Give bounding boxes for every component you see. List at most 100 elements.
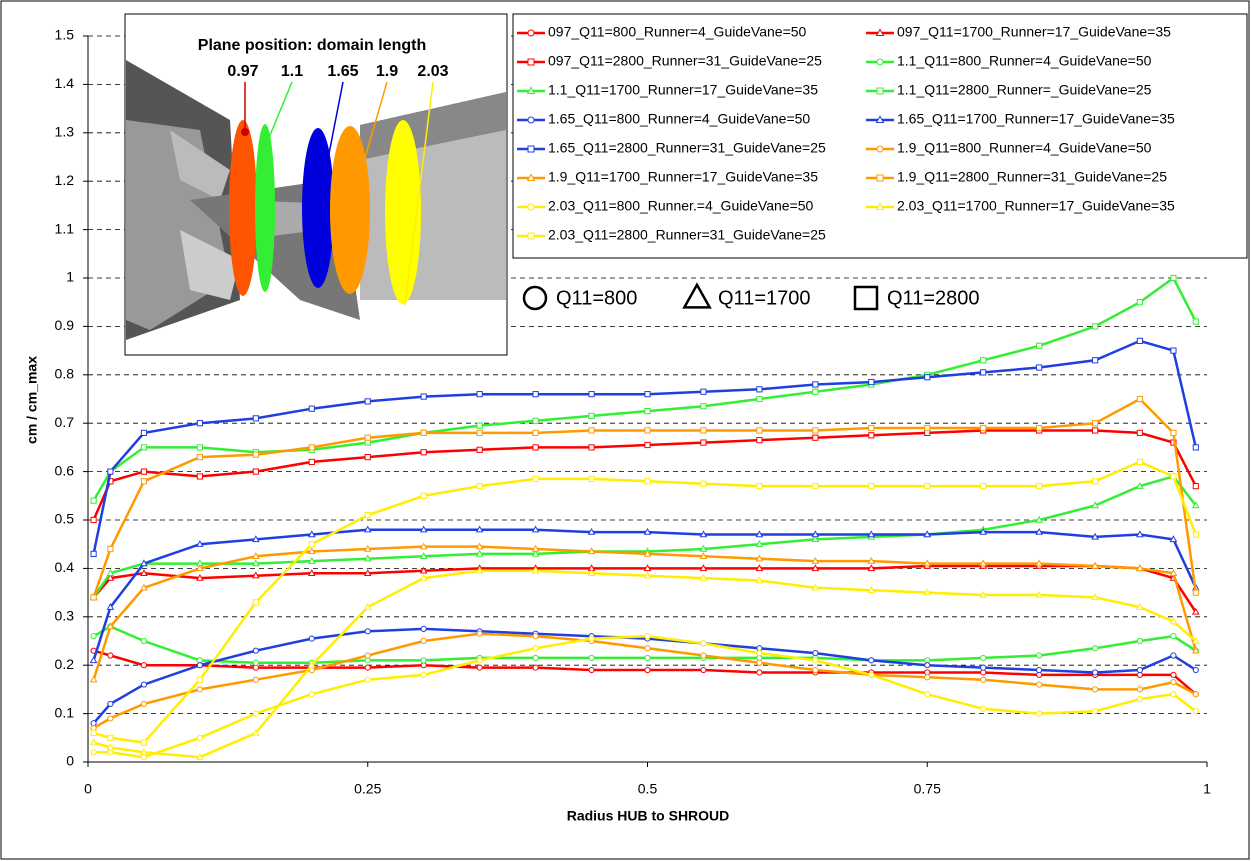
legend-label: 2.03_Q11=800_Runner.=4_GuideVane=50 [548,198,814,214]
y-tick-label: 1 [66,269,74,285]
y-tick-label: 0.4 [55,559,75,575]
marker [533,634,538,639]
y-tick-label: 0.7 [55,414,75,430]
x-axis-title: Radius HUB to SHROUD [567,808,730,824]
marker [141,430,146,435]
marker [1171,474,1176,479]
marker [197,663,202,668]
marker [477,423,482,428]
marker [757,670,762,675]
y-tick-label: 0.9 [55,317,75,333]
marker [1037,343,1042,348]
marker [1137,687,1142,692]
marker [421,638,426,643]
marker [645,442,650,447]
marker [197,445,202,450]
marker [141,740,146,745]
marker [533,445,538,450]
marker [589,392,594,397]
y-tick-label: 0.5 [55,511,75,527]
marker [1171,348,1176,353]
marker [421,658,426,663]
legend-label: 1.1_Q11=800_Runner=4_GuideVane=50 [897,53,1152,69]
marker [108,469,113,474]
legend-label: 1.65_Q11=1700_Runner=17_GuideVane=35 [897,111,1175,127]
marker [365,653,370,658]
marker [108,653,113,658]
marker [813,382,818,387]
marker [365,454,370,459]
marker [1093,646,1098,651]
marker [1193,590,1198,595]
marker [589,655,594,660]
marker [1093,358,1098,363]
marker [1171,634,1176,639]
marker [365,665,370,670]
marker [1093,670,1098,675]
marker [645,409,650,414]
marker [645,655,650,660]
marker [309,542,314,547]
marker [701,428,706,433]
marker [701,653,706,658]
y-tick-label: 1.3 [55,124,75,140]
y-tick-label: 1.2 [55,172,75,188]
marker [813,389,818,394]
marker [925,663,930,668]
marker [757,396,762,401]
y-tick-label: 0.8 [55,366,75,382]
y-tick-label: 1.1 [55,220,75,236]
marker [589,476,594,481]
marker [108,735,113,740]
marker [253,660,258,665]
marker [877,175,883,181]
marker [813,428,818,433]
x-tick-label: 0 [84,781,92,797]
y-tick-label: 0 [66,753,74,769]
marker [981,370,986,375]
marker [533,646,538,651]
marker [91,634,96,639]
marker [108,701,113,706]
marker [757,651,762,656]
marker [421,672,426,677]
marker [1093,421,1098,426]
marker [981,655,986,660]
marker [91,730,96,735]
marker [925,425,930,430]
marker [365,435,370,440]
inset-label: 0.97 [227,63,258,80]
marker [309,445,314,450]
marker [877,59,883,65]
marker [589,428,594,433]
marker [477,665,482,670]
marker [645,392,650,397]
marker [855,287,877,309]
marker [91,595,96,600]
marker [925,675,930,680]
marker [477,392,482,397]
marker [108,716,113,721]
marker [91,498,96,503]
marker [91,551,96,556]
marker [869,658,874,663]
marker [1193,484,1198,489]
marker [421,450,426,455]
marker [869,433,874,438]
marker [701,389,706,394]
marker [1137,696,1142,701]
marker [309,692,314,697]
marker [1093,324,1098,329]
marker [813,667,818,672]
marker [421,626,426,631]
marker [757,387,762,392]
legend-label: 1.1_Q11=2800_Runner=_GuideVane=25 [897,82,1152,98]
marker [1037,682,1042,687]
marker [253,416,258,421]
marker [365,513,370,518]
marker [589,636,594,641]
marker [477,484,482,489]
y-tick-label: 1.5 [55,27,75,43]
marker [477,447,482,452]
marker [757,428,762,433]
